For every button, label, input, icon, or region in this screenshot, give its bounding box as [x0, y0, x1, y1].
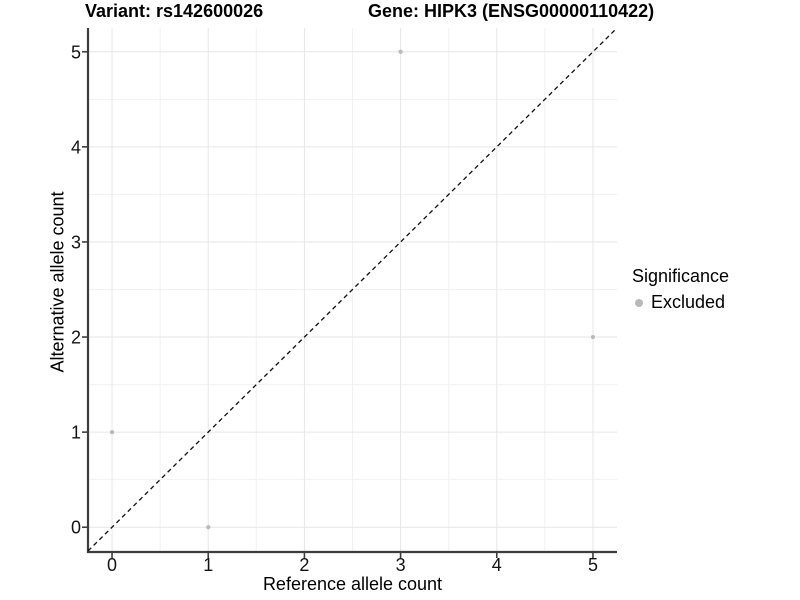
data-point	[109, 430, 115, 435]
x-tick-label: 3	[396, 555, 406, 575]
x-tick-label: 4	[492, 555, 502, 575]
legend: Significance Excluded	[632, 266, 729, 313]
y-tick-label: 5	[71, 42, 81, 62]
x-tick-label: 1	[203, 555, 213, 575]
legend-item-label: Excluded	[651, 292, 726, 312]
y-axis-title: Alternative allele count	[47, 191, 68, 373]
x-tick-label: 2	[299, 555, 309, 575]
data-point	[590, 334, 596, 340]
y-tick-label: 2	[71, 328, 81, 348]
y-tick-label: 0	[71, 518, 81, 538]
identity-dashed-line	[87, 27, 618, 552]
y-tick-label: 3	[71, 232, 81, 252]
y-tick-label: 1	[71, 423, 81, 443]
x-tick-label: 0	[107, 555, 117, 575]
legend-item-excluded: Excluded	[635, 292, 729, 313]
data-point	[398, 49, 403, 54]
y-tick-label: 4	[71, 137, 81, 157]
variant-title: Variant: rs142600026	[85, 1, 264, 21]
legend-title: Significance	[632, 266, 730, 286]
x-tick-label: 5	[588, 555, 598, 575]
legend-point-swatch	[635, 298, 643, 307]
data-point	[206, 525, 211, 530]
x-axis-title: Reference allele count	[262, 574, 443, 594]
gene-title: Gene: HIPK3 (ENSG00000110422)	[368, 1, 655, 21]
